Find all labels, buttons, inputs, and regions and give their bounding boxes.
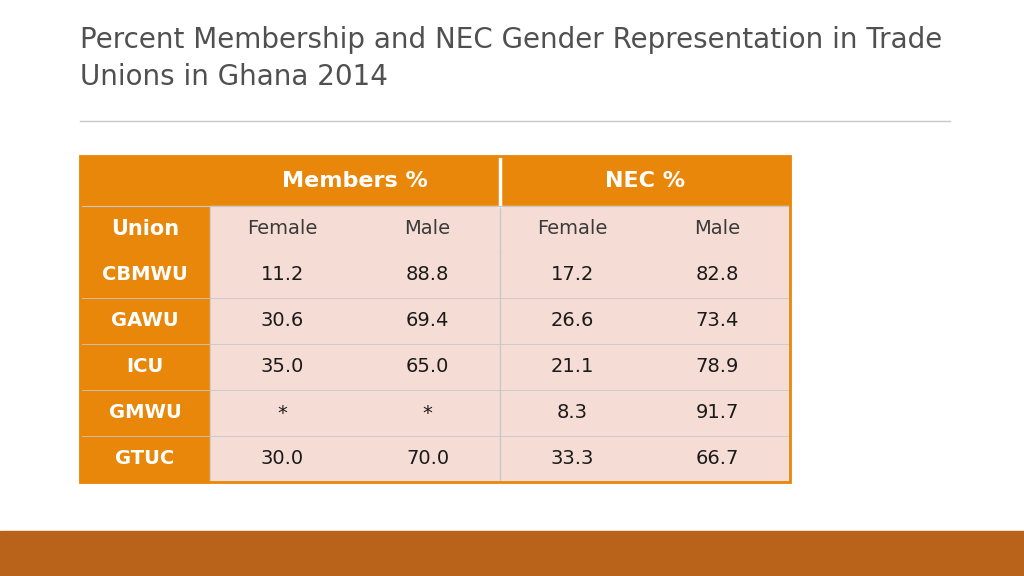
- Text: 26.6: 26.6: [551, 312, 594, 331]
- Text: Members %: Members %: [282, 171, 428, 191]
- Text: GMWU: GMWU: [109, 404, 181, 423]
- Text: 73.4: 73.4: [696, 312, 739, 331]
- Text: 65.0: 65.0: [406, 358, 450, 377]
- Text: 21.1: 21.1: [551, 358, 594, 377]
- Text: 11.2: 11.2: [261, 266, 304, 285]
- Text: 8.3: 8.3: [557, 404, 588, 423]
- Bar: [80, 436, 210, 482]
- Bar: [80, 206, 210, 252]
- Text: 82.8: 82.8: [696, 266, 739, 285]
- Text: 78.9: 78.9: [696, 358, 739, 377]
- Text: 35.0: 35.0: [261, 358, 304, 377]
- Text: Female: Female: [538, 219, 607, 238]
- Bar: [80, 298, 210, 344]
- Bar: [80, 156, 790, 482]
- Text: 30.0: 30.0: [261, 449, 304, 468]
- Bar: [80, 156, 790, 206]
- Text: NEC %: NEC %: [605, 171, 685, 191]
- Text: 91.7: 91.7: [696, 404, 739, 423]
- Text: 30.6: 30.6: [261, 312, 304, 331]
- Text: 69.4: 69.4: [406, 312, 450, 331]
- Bar: [0, 531, 1024, 576]
- Text: ICU: ICU: [126, 358, 164, 377]
- Text: 17.2: 17.2: [551, 266, 594, 285]
- Bar: [210, 206, 790, 252]
- Text: Female: Female: [248, 219, 317, 238]
- Text: 66.7: 66.7: [696, 449, 739, 468]
- Text: CBMWU: CBMWU: [102, 266, 187, 285]
- Text: Union: Union: [111, 219, 179, 239]
- Text: Percent Membership and NEC Gender Representation in Trade
Unions in Ghana 2014: Percent Membership and NEC Gender Repres…: [80, 26, 942, 91]
- Text: 33.3: 33.3: [551, 449, 594, 468]
- Bar: [210, 344, 790, 390]
- Bar: [210, 298, 790, 344]
- Bar: [210, 252, 790, 298]
- Text: 70.0: 70.0: [406, 449, 450, 468]
- Bar: [210, 390, 790, 436]
- Text: Male: Male: [404, 219, 451, 238]
- Bar: [210, 436, 790, 482]
- Text: *: *: [278, 404, 288, 423]
- Text: Male: Male: [694, 219, 740, 238]
- Text: GAWU: GAWU: [112, 312, 179, 331]
- Text: *: *: [423, 404, 432, 423]
- Bar: [80, 252, 210, 298]
- Bar: [80, 390, 210, 436]
- Bar: [80, 344, 210, 390]
- Text: GTUC: GTUC: [116, 449, 175, 468]
- Text: 88.8: 88.8: [406, 266, 450, 285]
